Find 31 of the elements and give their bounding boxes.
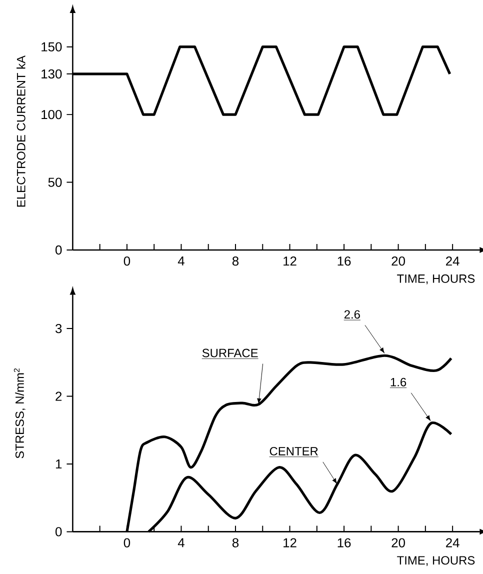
annotation: 2.6 (344, 310, 360, 319)
x-tick-label: 24 (446, 538, 460, 548)
x-tick-label: 0 (124, 256, 130, 266)
y-tick-label: 0 (56, 527, 62, 536)
x-tick-label: 16 (338, 538, 351, 548)
y-tick-label: 1 (56, 460, 62, 468)
y-tick-label: 100 (42, 110, 62, 120)
y-tick-label: 130 (42, 69, 62, 79)
x-tick-label: 20 (392, 256, 405, 266)
x-tick-label: 4 (178, 538, 184, 548)
x-tick-label: 20 (392, 538, 405, 548)
x-tick-label: 12 (284, 538, 296, 548)
series-label: CENTER (270, 446, 318, 456)
x-tick-label: 12 (284, 256, 296, 266)
x-tick-label: 8 (232, 256, 239, 266)
x-tick-label: 16 (338, 256, 351, 266)
y-tick-label: 0 (56, 245, 62, 255)
y-axis-title: ELECTRODE CURRENT kA (16, 55, 26, 207)
x-axis-title: TIME, HOURS (397, 274, 475, 284)
annotation: 1.6 (390, 378, 406, 386)
x-tick-label: 24 (446, 256, 460, 266)
x-tick-label: 8 (232, 538, 239, 548)
text: SURFACE (202, 348, 258, 358)
y-axis-title: STRESS, N/mm$^{2}$ (14, 368, 26, 458)
y-tick-label: 50 (48, 178, 62, 187)
y-tick-label: 150 (42, 42, 62, 52)
x-axis-title: TIME, HOURS (397, 556, 475, 566)
x-tick-label: 0 (124, 538, 130, 548)
x-tick-label: 4 (178, 256, 184, 266)
y-tick-label: 3 (56, 324, 62, 334)
y-tick-label: 2 (56, 392, 62, 401)
